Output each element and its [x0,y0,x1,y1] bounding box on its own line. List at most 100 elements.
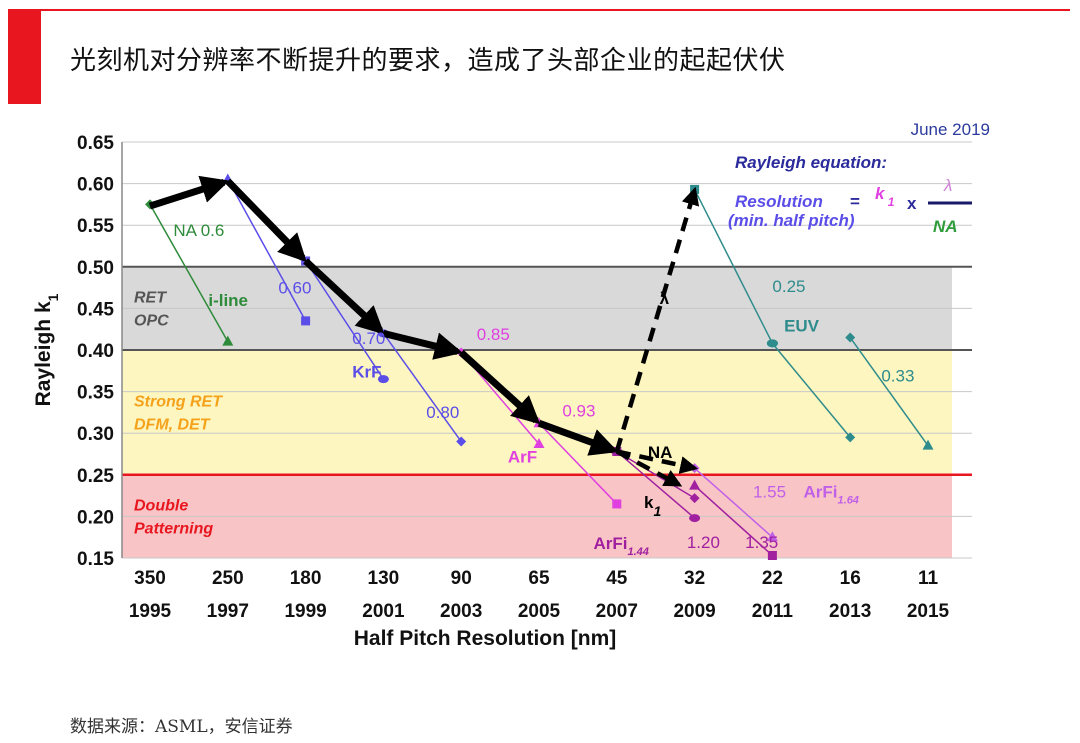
data-point [301,316,311,326]
rayleigh-equals: = [850,192,860,211]
rayleigh-na: NA [933,217,958,236]
x-tick-nm: 350 [134,568,166,589]
x-tick-year: 1997 [207,601,249,622]
y-axis-title-subscript: 1 [45,293,61,301]
x-tick-year: 2005 [518,601,561,622]
x-tick-nm: 65 [528,568,550,589]
series-line-euv [771,342,851,438]
x-tick-year: 2011 [752,601,794,622]
x-tick-year: 2009 [673,601,715,622]
data-point [845,332,856,343]
grid-lines [122,141,972,559]
annotation-label: 1.35 [745,533,778,552]
x-tick-nm: 11 [918,568,939,589]
background-bands: RET OPC Strong RET DFM, DET Double Patterning [122,266,952,558]
series-line-krf [227,179,307,322]
data-point [689,493,700,504]
y-tick-label: 0.55 [77,216,114,237]
rayleigh-k: k 1 [875,184,895,209]
series-line-euv [693,189,774,344]
x-tick-nm: 16 [840,568,861,589]
axes: 0.65 0.60 0.55 0.50 0.45 0.40 0.35 0.30 0.25 0.20… [32,120,990,650]
annotation-label: 0.85 [477,325,510,344]
annotation-label: 0.80 [426,403,459,422]
rayleigh-resolution: Resolution [735,192,823,211]
data-point [612,499,622,509]
x-tick-nm: 180 [290,568,322,589]
y-axis-title: Rayleigh k1 [32,293,61,406]
data-point [845,432,856,443]
data-point [689,514,701,523]
data-point [689,479,701,490]
x-tick-nm: 22 [762,568,783,589]
red-side-bar [8,9,41,104]
annotation-subscript: 1.64 [838,494,859,506]
annotation-label: 0.25 [772,277,805,296]
annotation-label: ArF [508,447,537,466]
data-point [766,339,778,348]
series-line-euv [849,337,929,447]
annotation-subscript: 1.44 [627,546,648,558]
top-rule [8,9,1070,11]
trend-segment [303,258,385,335]
trend-segment [382,329,463,360]
band-label: Double [134,497,188,514]
annotation-label: 1.55 [753,482,786,501]
series-line-arfi [694,485,773,557]
band-label: Patterning [134,520,213,537]
dashed-arrow [615,449,683,487]
band-label: Strong RET [134,393,223,410]
y-tick-label: 0.60 [77,175,114,196]
data-point [767,551,777,561]
data-point [222,335,234,346]
data-point [533,438,545,449]
series-line-i-line [149,204,229,343]
annotation-label: 0.60 [278,278,311,297]
x-tick-year: 1999 [284,601,326,622]
annotation-label: KrF [352,362,381,381]
rayleigh-times: x [907,194,917,213]
x-tick-nm: 90 [451,568,472,589]
x-tick-year: 2001 [362,601,405,622]
rayleigh-k-subscript: 1 [884,195,894,209]
source-note: 数据来源：ASML，安信证券 [70,717,293,737]
series-line-arfi [616,450,695,499]
y-tick-label: 0.15 [77,549,114,570]
y-tick-label: 0.45 [77,299,114,320]
band-label: RET [134,289,167,306]
rayleigh-equation-box: Rayleigh equation: Resolution(min. half p… [728,153,972,236]
x-tick-year: 2007 [596,601,638,622]
data-point [690,184,700,194]
annotation-label: EUV [784,317,820,336]
date-label: June 2019 [911,120,990,139]
x-tick-year: 2003 [440,601,482,622]
rayleigh-heading: Rayleigh equation: [735,153,887,172]
x-tick-nm: 32 [684,568,705,589]
annotation-label: 1.20 [687,533,720,552]
annotation-subscript: 1 [653,503,661,519]
x-tick-nm: 45 [606,568,628,589]
data-point [766,531,778,542]
data-point [377,375,389,384]
rayleigh-lambda: λ [943,176,952,195]
series-line-krf [304,260,385,380]
annotation-label: 0.70 [352,329,385,348]
y-tick-label: 0.20 [77,507,114,528]
y-tick-label: 0.25 [77,466,114,487]
series-line-arfi [616,450,696,519]
band-label: DFM, DET [134,416,211,433]
y-tick-label: 0.50 [77,258,114,279]
dashed-arrow [616,449,699,474]
trend-segment [537,419,619,456]
y-tick-label: 0.40 [77,341,114,362]
annotation-label: NA 0.6 [173,221,224,240]
data-point [456,436,467,447]
annotation-label: i-line [208,291,248,310]
main-trend-path [148,175,700,487]
annotation-label: λ [660,289,670,308]
series-line-arf [382,332,462,442]
x-tick-year: 1995 [129,601,172,622]
x-tick-year: 2013 [829,601,871,622]
x-tick-year: 2015 [907,601,950,622]
